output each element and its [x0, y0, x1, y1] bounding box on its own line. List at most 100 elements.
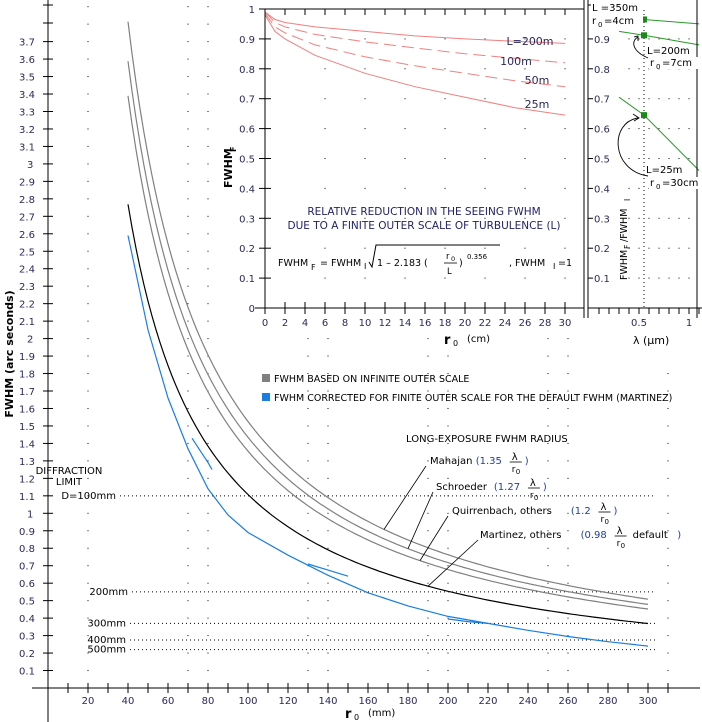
grid-dot	[207, 600, 209, 602]
grid-dot	[307, 425, 309, 427]
grid-dot	[667, 547, 669, 549]
annotation-bg	[591, 15, 643, 27]
arrow-head	[633, 35, 639, 41]
y-tick-label: 0.9	[19, 527, 35, 538]
grid-dot	[207, 652, 209, 654]
inset2-annotation-l: L =350m	[592, 3, 638, 14]
grid-dot	[427, 407, 429, 409]
inset2-x-tick-label: 1	[686, 318, 692, 329]
grid-dot	[187, 110, 189, 112]
inset1-x-tick-label: 28	[539, 318, 552, 329]
grid-dot	[187, 198, 189, 200]
inset1-y-tick-label: 0.2	[239, 244, 255, 255]
grid-dot	[688, 247, 690, 249]
grid-dot	[87, 425, 89, 427]
grid-dot	[87, 617, 89, 619]
grid-dot	[447, 442, 449, 444]
grid-dot	[327, 565, 329, 567]
inset2-annotation-rv: =7cm	[662, 58, 692, 69]
diffraction-label: D=100mm	[61, 491, 116, 502]
y-tick-label: 0.8	[19, 544, 35, 555]
grid-dot	[307, 407, 309, 409]
annotation-label: Schroeder	[436, 482, 488, 493]
grid-dot	[87, 93, 89, 95]
grid-dot	[564, 158, 566, 159]
grid-dot	[307, 617, 309, 619]
grid-dot	[427, 390, 429, 392]
grid-dot	[547, 407, 549, 409]
grid-dot	[427, 442, 429, 444]
grid-dot	[547, 670, 549, 672]
grid-dot	[484, 68, 486, 70]
grid-dot	[547, 582, 549, 584]
grid-dot	[404, 187, 406, 189]
grid-dot	[327, 547, 329, 549]
grid-dot	[207, 425, 209, 427]
grid-dot	[628, 38, 630, 40]
diffraction-title-2: LIMIT	[56, 477, 83, 488]
grid-dot	[524, 247, 526, 249]
grid-dot	[87, 215, 89, 217]
grid-dot	[87, 6, 89, 8]
grid-dot	[187, 355, 189, 357]
grid-dot	[447, 547, 449, 549]
grid-dot	[87, 163, 89, 165]
grid-dot	[327, 582, 329, 584]
x-tick-label: 20	[82, 696, 95, 707]
grid-dot	[638, 277, 640, 279]
grid-dot	[327, 460, 329, 462]
inset1-x-tick-label: 22	[479, 318, 492, 329]
inset1-y-tick-label: 0.7	[239, 95, 255, 106]
grid-dot	[668, 277, 670, 279]
x-tick-label: 120	[278, 696, 297, 707]
grid-dot	[628, 187, 630, 189]
grid-dot	[324, 247, 326, 249]
grid-dot	[658, 128, 660, 130]
grid-dot	[547, 460, 549, 462]
grid-dot	[444, 38, 446, 40]
grid-dot	[567, 652, 569, 654]
grid-dot	[667, 477, 669, 479]
grid-dot	[648, 217, 650, 219]
grid-dot	[447, 460, 449, 462]
annotation-coef: (1.27	[494, 482, 520, 493]
lambda-symbol: λ	[530, 478, 536, 489]
inset2-annotation-l: L=200m	[647, 46, 690, 57]
formula-lhs: FWHM	[278, 258, 308, 269]
y-tick-label: 1.9	[19, 352, 35, 363]
grid-dot	[87, 547, 89, 549]
r0-symbol: r	[512, 465, 516, 475]
grid-dot	[444, 98, 446, 100]
inset2-annotation-r: r	[592, 16, 597, 27]
inset1-x-tick-label: 12	[379, 318, 392, 329]
inset1-grid	[324, 38, 566, 279]
grid-dot	[207, 93, 209, 95]
x-tick-label: 180	[398, 696, 417, 707]
y-tick-label: 3.1	[19, 142, 35, 153]
grid-dot	[87, 110, 89, 112]
grid-dot	[547, 617, 549, 619]
legend-label-corrected: FWHM CORRECTED FOR FINITE OUTER SCALE FO…	[274, 393, 672, 404]
grid-dot	[547, 530, 549, 532]
grid-dot	[187, 93, 189, 95]
inset1-curve-l-25m	[264, 14, 566, 116]
y-tick-label: 1.8	[19, 370, 35, 381]
y-tick-label: 1.4	[19, 439, 35, 450]
y-tick-label: 1.7	[19, 387, 35, 398]
grid-dot	[547, 390, 549, 392]
formula-eq-sub: I	[364, 262, 366, 271]
grid-dot	[207, 180, 209, 182]
r0-sub: 0	[605, 518, 609, 526]
annotation-coef: (1.35	[476, 456, 502, 467]
grid-dot	[87, 145, 89, 147]
inset1-x-tick-label: 24	[499, 318, 512, 329]
grid-dot	[187, 285, 189, 287]
grid-dot	[427, 652, 429, 654]
grid-dot	[87, 477, 89, 479]
x-tick-label: 240	[518, 696, 537, 707]
grid-dot	[187, 670, 189, 672]
grid-dot	[668, 38, 670, 40]
inset2-axes: 0.1 0.2 0.3 0.4 0.5 0.6 0.7 0.8 0.9 0.5 1	[587, 0, 702, 329]
grid-dot	[638, 128, 640, 130]
formula-close: )	[459, 258, 463, 269]
